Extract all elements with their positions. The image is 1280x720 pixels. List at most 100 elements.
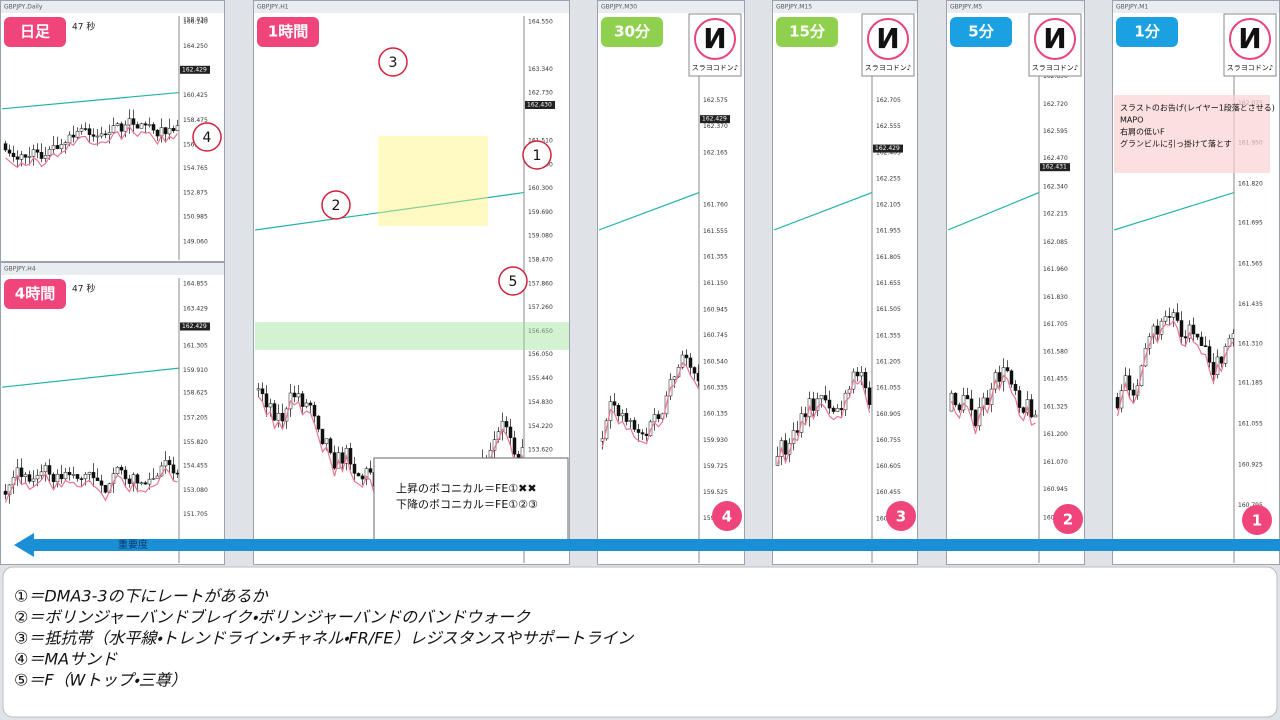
marker-number: 3 — [389, 55, 398, 71]
current-price-tag — [1040, 163, 1070, 172]
window-title: GBPJPY,H1 — [257, 4, 289, 11]
candle-body — [272, 403, 277, 421]
candle-body — [1195, 333, 1200, 338]
candle-body — [953, 392, 958, 406]
candle-body — [127, 118, 132, 126]
candle-body — [644, 433, 649, 436]
candle-body — [348, 447, 353, 465]
candle-body — [628, 420, 633, 422]
timeframe-label: 1時間 — [268, 23, 308, 41]
panel-frame — [0, 262, 225, 565]
price-label: 161.555 — [703, 228, 728, 235]
candle-body — [1155, 325, 1160, 335]
candle-body — [151, 124, 156, 131]
candle-body — [1211, 362, 1216, 375]
candle-body — [508, 426, 513, 439]
candle-body — [147, 478, 152, 485]
price-label: 154.455 — [183, 463, 208, 470]
candle-body — [163, 460, 168, 467]
candle-body — [1179, 320, 1184, 337]
candle-body — [616, 405, 621, 417]
note-line: グランビルに引っ掛けて落とす — [1120, 139, 1232, 149]
candle-body — [1163, 316, 1168, 322]
title-bar — [1, 1, 224, 13]
candle-body — [75, 131, 80, 138]
price-label: 162.105 — [876, 202, 901, 209]
price-label: 160.745 — [703, 332, 728, 339]
candles — [774, 191, 872, 466]
marker-circle — [192, 122, 222, 152]
order-number: 4 — [722, 508, 732, 526]
price-label: 162.165 — [703, 150, 728, 157]
candle-body — [39, 471, 44, 476]
price-label: 161.150 — [703, 280, 728, 287]
candle-body — [1167, 316, 1172, 318]
candle-body — [3, 490, 8, 495]
candle-body — [684, 354, 689, 359]
candle-body — [175, 472, 179, 475]
price-label: 162.085 — [1043, 239, 1068, 246]
panel-frame — [772, 0, 918, 565]
candle-body — [83, 128, 88, 130]
candle-body — [71, 474, 76, 476]
candle-body — [795, 430, 800, 433]
price-label: 161.325 — [1043, 404, 1068, 411]
trend-line — [255, 191, 524, 231]
price-label: 159.690 — [528, 209, 553, 216]
candle-body — [3, 143, 8, 151]
price-label: 161.055 — [876, 385, 901, 392]
candle-body — [107, 132, 112, 136]
price-label: 152.875 — [183, 189, 208, 196]
marker-circle — [378, 47, 408, 77]
candle-body — [364, 468, 369, 480]
candle-body — [55, 145, 60, 149]
candle-body — [863, 372, 868, 389]
candle-body — [1187, 324, 1192, 339]
candle-body — [500, 421, 505, 433]
candle-body — [67, 472, 72, 476]
title-bar — [1113, 1, 1279, 13]
trend-line — [2, 367, 179, 388]
candle-body — [171, 464, 176, 474]
price-label: 161.655 — [876, 280, 901, 287]
price-label: 160.425 — [183, 92, 208, 99]
candle-body — [135, 474, 140, 484]
candle-body — [95, 477, 100, 482]
price-label: 160.335 — [703, 385, 728, 392]
candle-body — [59, 144, 64, 149]
candle-body — [115, 123, 120, 126]
candle-body — [672, 376, 677, 380]
logo-circle — [1034, 18, 1076, 60]
candle-body — [328, 438, 333, 453]
candle-body — [316, 415, 321, 430]
price-label: 155.440 — [528, 375, 553, 382]
candle-body — [957, 404, 962, 411]
window-title: GBPJPY,Daily — [4, 4, 43, 11]
moving-average — [4, 467, 178, 503]
price-label: 160.300 — [528, 185, 553, 192]
candle-body — [1033, 414, 1038, 418]
title-bar — [254, 1, 569, 13]
timeframe-label: 日足 — [20, 23, 51, 41]
marker-number: 5 — [509, 274, 518, 290]
price-label: 161.185 — [1238, 380, 1263, 387]
candle-body — [831, 407, 836, 412]
candle-body — [256, 388, 261, 391]
current-price-tag — [180, 322, 210, 331]
legend-line: ④＝MAサンド — [14, 650, 118, 669]
candle-body — [997, 372, 1002, 382]
price-label: 162.215 — [1043, 211, 1068, 218]
title-bar — [773, 1, 917, 13]
candle-body — [803, 413, 808, 418]
timeframe-badge — [4, 279, 66, 309]
price-label: 158.030 — [183, 17, 208, 24]
candle-body — [696, 372, 699, 382]
candle-body — [99, 480, 104, 486]
candle-body — [1009, 370, 1014, 385]
timer: 47 秒 — [72, 21, 95, 33]
candle-body — [1013, 384, 1018, 391]
price-label: 159.525 — [703, 489, 728, 496]
candle-body — [1151, 325, 1156, 337]
candle-body — [155, 129, 160, 137]
green-zone — [255, 322, 569, 350]
